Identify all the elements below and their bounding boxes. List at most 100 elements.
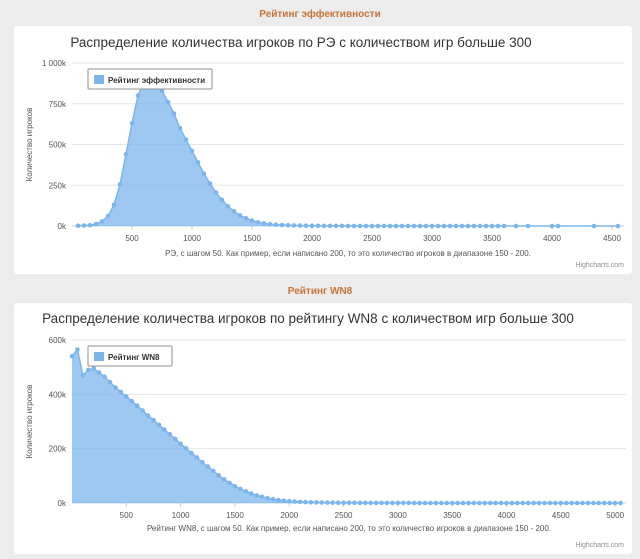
wn8-data-point[interactable]: [493, 500, 498, 506]
wn8-data-point[interactable]: [205, 464, 211, 469]
wn8-data-point[interactable]: [411, 500, 417, 506]
re-data-point[interactable]: [477, 223, 483, 229]
re-data-point[interactable]: [315, 223, 321, 229]
re-data-point[interactable]: [81, 223, 87, 228]
re-data-point[interactable]: [495, 223, 501, 229]
wn8-data-point[interactable]: [373, 500, 379, 506]
wn8-data-point[interactable]: [574, 500, 580, 506]
wn8-data-point[interactable]: [602, 500, 607, 506]
re-data-point[interactable]: [219, 197, 225, 203]
re-data-point[interactable]: [261, 221, 267, 226]
re-data-point[interactable]: [423, 223, 429, 229]
re-data-point[interactable]: [207, 181, 213, 186]
wn8-data-point[interactable]: [227, 480, 232, 486]
re-data-point[interactable]: [339, 223, 345, 229]
wn8-data-point[interactable]: [580, 500, 585, 506]
wn8-data-point[interactable]: [406, 500, 412, 506]
wn8-data-point[interactable]: [482, 500, 488, 506]
wn8-data-point[interactable]: [91, 366, 96, 371]
re-data-point[interactable]: [273, 222, 279, 227]
wn8-data-point[interactable]: [357, 500, 363, 506]
wn8-data-point[interactable]: [325, 500, 330, 505]
re-data-point[interactable]: [303, 223, 309, 228]
re-data-point[interactable]: [591, 223, 597, 229]
re-data-point[interactable]: [213, 190, 219, 195]
re-data-point[interactable]: [429, 223, 435, 229]
wn8-data-point[interactable]: [363, 500, 368, 506]
wn8-data-point[interactable]: [113, 385, 118, 390]
re-data-point[interactable]: [231, 209, 237, 214]
re-data-point[interactable]: [93, 221, 99, 227]
wn8-data-point[interactable]: [292, 499, 298, 504]
wn8-data-point[interactable]: [585, 500, 591, 506]
wn8-data-point[interactable]: [80, 373, 86, 378]
re-data-point[interactable]: [105, 213, 111, 219]
re-data-point[interactable]: [165, 99, 171, 105]
re-data-point[interactable]: [345, 223, 351, 229]
wn8-data-point[interactable]: [162, 427, 167, 432]
re-data-point[interactable]: [393, 223, 399, 229]
re-data-point[interactable]: [189, 148, 195, 154]
wn8-data-point[interactable]: [618, 500, 623, 506]
wn8-data-point[interactable]: [69, 354, 75, 359]
wn8-data-point[interactable]: [303, 499, 308, 505]
re-data-point[interactable]: [375, 223, 381, 229]
re-data-point[interactable]: [243, 216, 249, 221]
re-data-point[interactable]: [87, 222, 93, 228]
wn8-data-point[interactable]: [238, 486, 243, 492]
re-data-point[interactable]: [123, 152, 129, 157]
wn8-data-point[interactable]: [428, 500, 433, 506]
wn8-data-point[interactable]: [525, 500, 531, 506]
wn8-data-point[interactable]: [210, 468, 216, 474]
re-data-point[interactable]: [321, 223, 327, 229]
wn8-data-point[interactable]: [276, 497, 281, 503]
re-data-point[interactable]: [225, 204, 231, 209]
wn8-data-point[interactable]: [102, 374, 107, 379]
wn8-data-point[interactable]: [167, 432, 173, 437]
wn8-data-point[interactable]: [124, 394, 129, 399]
wn8-data-point[interactable]: [118, 389, 124, 395]
re-data-point[interactable]: [417, 223, 423, 229]
wn8-data-point[interactable]: [134, 403, 140, 408]
re-data-point[interactable]: [333, 223, 339, 229]
re-data-point[interactable]: [327, 223, 333, 229]
wn8-data-point[interactable]: [319, 500, 325, 505]
re-data-point[interactable]: [351, 223, 357, 229]
wn8-data-point[interactable]: [107, 379, 113, 385]
wn8-data-point[interactable]: [504, 500, 509, 506]
re-data-point[interactable]: [405, 223, 411, 229]
wn8-data-point[interactable]: [536, 500, 542, 506]
wn8-data-point[interactable]: [172, 436, 178, 442]
wn8-data-point[interactable]: [200, 460, 205, 465]
re-data-point[interactable]: [465, 223, 471, 229]
re-data-point[interactable]: [369, 223, 375, 229]
re-data-point[interactable]: [483, 223, 489, 229]
wn8-data-point[interactable]: [346, 500, 352, 506]
re-data-point[interactable]: [513, 223, 519, 229]
re-data-point[interactable]: [357, 223, 363, 229]
re-data-point[interactable]: [237, 213, 243, 218]
re-data-point[interactable]: [501, 223, 507, 229]
wn8-data-point[interactable]: [558, 500, 564, 506]
re-data-point[interactable]: [249, 218, 255, 223]
wn8-data-point[interactable]: [270, 496, 276, 502]
wn8-data-point[interactable]: [515, 500, 520, 506]
wn8-data-point[interactable]: [384, 500, 390, 506]
wn8-data-point[interactable]: [439, 500, 444, 506]
highcharts-credit[interactable]: Highcharts.com: [575, 262, 624, 269]
wn8-data-point[interactable]: [96, 370, 102, 375]
re-legend[interactable]: Рейтинг эффективности: [87, 68, 213, 90]
highcharts-credit-2[interactable]: Highcharts.com: [575, 542, 624, 549]
wn8-data-point[interactable]: [460, 500, 466, 506]
re-data-point[interactable]: [177, 125, 183, 131]
re-data-point[interactable]: [411, 223, 417, 229]
wn8-data-point[interactable]: [487, 500, 493, 506]
re-data-point[interactable]: [195, 160, 201, 165]
wn8-data-point[interactable]: [183, 446, 189, 451]
re-data-point[interactable]: [171, 111, 177, 116]
wn8-data-point[interactable]: [612, 500, 618, 506]
wn8-data-point[interactable]: [477, 500, 482, 506]
wn8-data-point[interactable]: [221, 477, 227, 482]
re-data-point[interactable]: [159, 88, 165, 93]
re-data-point[interactable]: [471, 223, 477, 229]
